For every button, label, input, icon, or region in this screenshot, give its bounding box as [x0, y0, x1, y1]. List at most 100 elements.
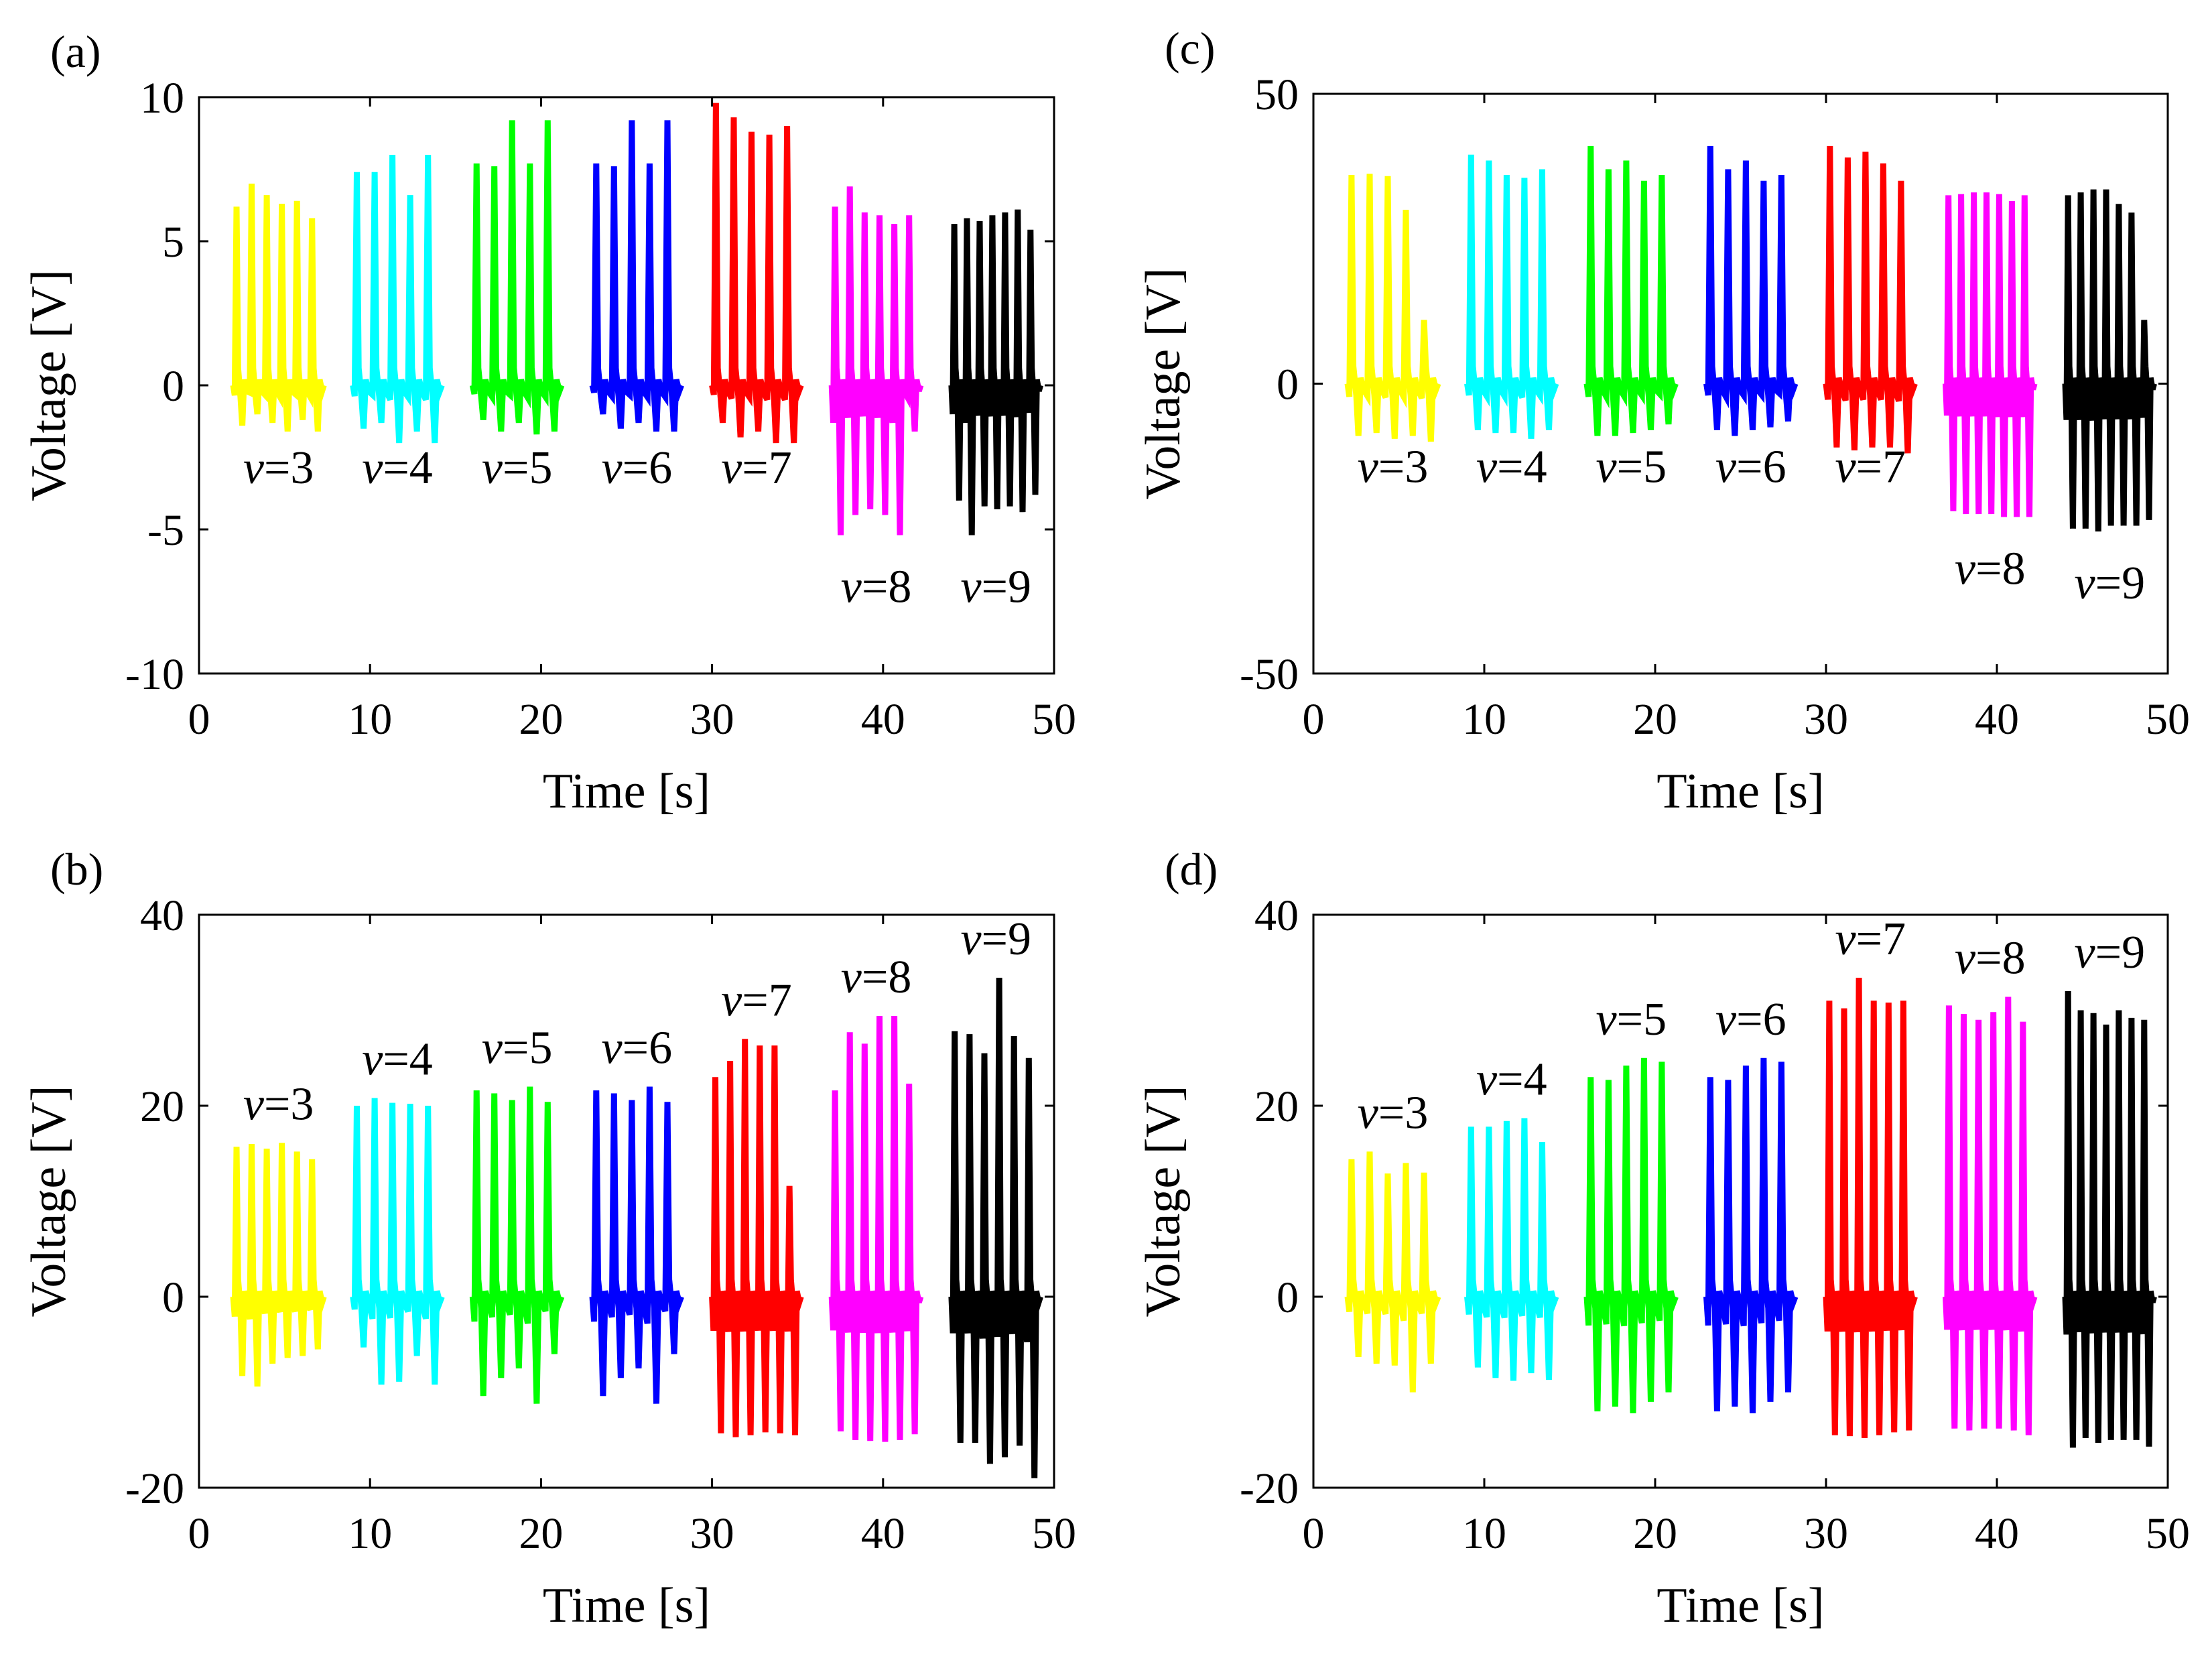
x-tick-label: 20	[519, 695, 563, 744]
series-line-v-6	[589, 1086, 684, 1404]
series-line-v-4	[350, 1098, 445, 1385]
series-label: v=7	[721, 442, 792, 494]
x-tick-label: 40	[1975, 1509, 2019, 1558]
x-tick-label: 10	[348, 1509, 392, 1558]
x-tick-label: 0	[188, 695, 210, 744]
x-tick-label: 40	[1975, 695, 2019, 744]
series-label: v=4	[1476, 1054, 1547, 1106]
series-line-v-8	[1943, 996, 2038, 1435]
series-label: v=4	[362, 1034, 433, 1086]
series-line-v-3	[230, 1143, 327, 1387]
x-tick-label: 10	[1462, 695, 1506, 744]
y-tick-label: -5	[147, 506, 184, 555]
series-label: v=5	[482, 442, 553, 494]
x-tick-label: 40	[861, 695, 905, 744]
series-line-v-9	[2062, 189, 2157, 532]
series-label: v=3	[243, 442, 314, 494]
x-tick-label: 0	[188, 1509, 210, 1558]
series-label: v=7	[721, 974, 792, 1026]
y-tick-label: 10	[140, 74, 184, 123]
x-tick-label: 50	[2146, 695, 2190, 744]
series-label: v=6	[1715, 994, 1786, 1045]
panel-label: (d)	[1165, 844, 1218, 895]
y-axis-label: Voltage [V]	[21, 1086, 76, 1317]
series-line-v-5	[469, 120, 565, 435]
series-line-v-5	[1583, 145, 1679, 436]
x-axis-label: Time [s]	[1656, 1578, 1824, 1633]
series-line-v-3	[1344, 174, 1441, 442]
series-label: v=8	[841, 562, 912, 613]
series-label: v=9	[960, 913, 1031, 965]
x-axis-label: Time [s]	[1656, 764, 1824, 819]
y-tick-label: -20	[1240, 1464, 1299, 1513]
series-line-v-8	[828, 186, 924, 535]
y-axis-label: Voltage [V]	[1136, 268, 1191, 500]
y-tick-label: 40	[1254, 891, 1299, 940]
series-label: v=9	[960, 562, 1031, 613]
series-label: v=8	[1955, 543, 2026, 594]
x-tick-label: 30	[1804, 695, 1848, 744]
series-line-v-8	[1943, 192, 2038, 517]
series-line-v-7	[1823, 977, 1918, 1438]
panel-label: (a)	[50, 26, 101, 77]
series-label: v=7	[1835, 913, 1906, 965]
series-line-v-6	[1703, 1057, 1799, 1413]
series-label: v=3	[243, 1079, 314, 1131]
series-label: v=4	[1476, 442, 1547, 493]
y-tick-label: 5	[162, 218, 184, 267]
series-line-v-7	[709, 1039, 804, 1437]
y-axis-label: Voltage [V]	[21, 269, 76, 501]
series-line-v-6	[589, 120, 684, 432]
series-line-v-4	[350, 154, 445, 444]
series-label: v=5	[482, 1023, 553, 1074]
panel-a: 0 10 20 30 40 50 -10 -5 0 5 10 Time [s] Voltage [V] (…	[21, 26, 1076, 819]
y-tick-label: 0	[162, 1273, 184, 1322]
series-line-v-5	[469, 1086, 565, 1404]
series-label: v=7	[1835, 442, 1906, 493]
panel-label: (b)	[50, 844, 103, 895]
x-tick-label: 50	[1032, 695, 1076, 744]
x-tick-label: 20	[1633, 695, 1677, 744]
series-line-v-7	[709, 103, 804, 444]
series-label: v=6	[602, 442, 673, 494]
x-tick-label: 10	[348, 695, 392, 744]
series-label: v=3	[1358, 442, 1429, 493]
x-tick-label: 50	[1032, 1509, 1076, 1558]
series-label: v=9	[2075, 927, 2146, 978]
series-line-v-5	[1583, 1057, 1679, 1413]
series-label: v=8	[1955, 933, 2026, 984]
x-tick-label: 30	[690, 1509, 734, 1558]
x-tick-label: 0	[1303, 695, 1325, 744]
y-tick-label: -10	[125, 650, 184, 699]
y-axis-label: Voltage [V]	[1136, 1086, 1191, 1317]
y-tick-label: 40	[140, 891, 184, 940]
x-tick-label: 30	[1804, 1509, 1848, 1558]
series-line-v-9	[948, 977, 1043, 1478]
series-label: v=9	[2075, 558, 2146, 609]
x-tick-label: 40	[861, 1509, 905, 1558]
series-line-v-7	[1823, 145, 1918, 454]
series-label: v=5	[1596, 442, 1667, 493]
x-tick-label: 0	[1303, 1509, 1325, 1558]
series-label: v=6	[1715, 442, 1786, 493]
series-line-v-8	[828, 1015, 924, 1442]
y-tick-label: -20	[125, 1464, 184, 1513]
y-tick-label: 0	[1277, 1273, 1299, 1322]
y-tick-label: -50	[1240, 650, 1299, 699]
y-tick-label: 0	[162, 362, 184, 411]
y-tick-label: 0	[1277, 361, 1299, 409]
series-line-v-9	[2062, 990, 2157, 1448]
x-axis-label: Time [s]	[543, 764, 710, 819]
series-label: v=8	[841, 952, 912, 1003]
series-label: v=3	[1358, 1087, 1429, 1139]
series-line-v-3	[230, 183, 327, 432]
x-tick-label: 10	[1462, 1509, 1506, 1558]
x-axis-label: Time [s]	[543, 1578, 710, 1633]
series-line-v-4	[1464, 1118, 1559, 1381]
plot-frame	[198, 913, 1055, 1489]
x-tick-label: 20	[519, 1509, 563, 1558]
